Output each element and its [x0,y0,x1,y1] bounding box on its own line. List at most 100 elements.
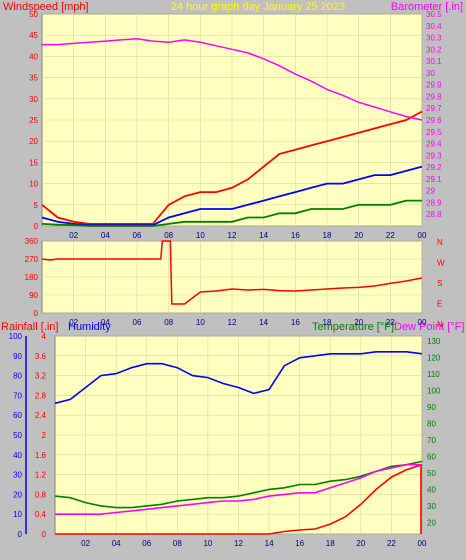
temperature-tick-label: 60 [427,452,436,461]
x-tick-label: 22 [386,231,395,240]
compass-label: N [437,238,443,247]
wind-tick-label: 40 [29,52,38,61]
rain-tick-label: 0 [42,530,47,539]
temperature-tick-label: 50 [427,469,436,478]
x-tick-label: 16 [295,539,304,548]
wind-tick-label: 30 [29,95,38,104]
chart-marks: 0510152025303540455028.828.92929.129.229… [9,10,445,548]
x-tick-label: 12 [228,231,237,240]
wind-tick-label: 50 [29,10,38,19]
humidity-axis-title: Humidity [68,321,111,333]
x-tick-label: 00 [418,318,427,327]
wind-tick-label: 45 [29,31,38,40]
wind-tick-label: 5 [34,201,39,210]
series-rain [55,463,423,535]
direction-tick-label: 0 [34,309,39,318]
humidity-tick-label: 80 [13,372,22,381]
x-tick-label: 16 [291,231,300,240]
wind-axis-title: Windspeed [mph] [3,1,89,13]
dewpoint-axis-title: Dew Point [°F] [394,321,464,333]
x-tick-label: 18 [323,318,332,327]
barometer-tick-label: 29.9 [426,81,442,90]
humidity-tick-label: 90 [13,352,22,361]
barometer-tick-label: 29.3 [426,151,442,160]
direction-tick-label: 360 [25,237,39,246]
barometer-tick-label: 30 [426,69,435,78]
x-tick-label: 12 [228,318,237,327]
humidity-tick-label: 0 [18,530,23,539]
temperature-tick-label: 80 [427,419,436,428]
humidity-tick-label: 70 [13,391,22,400]
direction-tick-label: 270 [25,255,39,264]
wind-tick-label: 25 [29,116,38,125]
rain-tick-label: 2.4 [35,411,47,420]
humidity-tick-label: 30 [13,471,22,480]
x-tick-label: 12 [234,539,243,548]
barometer-tick-label: 30.1 [426,57,442,66]
graph-title: 24 hour graph day January 25 2023 [171,1,345,13]
wind-tick-label: 10 [29,180,38,189]
x-tick-label: 10 [203,539,212,548]
barometer-tick-label: 29.6 [426,116,442,125]
barometer-tick-label: 28.8 [426,210,442,219]
x-tick-label: 14 [259,318,268,327]
x-tick-label: 06 [133,318,142,327]
temperature-tick-label: 40 [427,485,436,494]
x-tick-label: 00 [418,231,427,240]
barometer-tick-label: 28.9 [426,198,442,207]
rain-tick-label: 2 [42,431,47,440]
rain-tick-label: 2.8 [35,391,47,400]
temperature-axis-title: Temperature [°F] [312,321,394,333]
temperature-tick-label: 120 [427,353,441,362]
direction-tick-label: 90 [29,291,38,300]
barometer-axis-title: Barometer [.in] [391,1,463,13]
temperature-tick-label: 70 [427,436,436,445]
compass-label: N [437,320,443,329]
x-tick-label: 00 [418,539,427,548]
x-tick-label: 10 [196,318,205,327]
barometer-tick-label: 29.2 [426,163,442,172]
series-direction [41,240,423,305]
x-tick-label: 10 [196,231,205,240]
x-tick-label: 08 [164,318,173,327]
wind-tick-label: 0 [34,222,39,231]
direction-tick-label: 180 [25,273,39,282]
temperature-tick-label: 20 [427,518,436,527]
x-tick-label: 18 [326,539,335,548]
x-tick-label: 08 [173,539,182,548]
rain-tick-label: 4 [42,332,47,341]
x-tick-label: 04 [112,539,121,548]
x-tick-label: 20 [354,231,363,240]
rain-tick-label: 1.6 [35,451,47,460]
rain-tick-label: 3.2 [35,372,47,381]
compass-label: S [437,279,442,288]
temperature-tick-label: 100 [427,386,441,395]
humidity-tick-label: 60 [13,411,22,420]
humidity-tick-label: 10 [13,510,22,519]
barometer-tick-label: 29.8 [426,92,442,101]
wind-tick-label: 35 [29,74,38,83]
barometer-tick-label: 30.5 [426,10,442,19]
series-dewpoint [55,463,422,516]
x-tick-label: 02 [69,231,78,240]
x-tick-label: 20 [356,539,365,548]
barometer-tick-label: 29.1 [426,175,442,184]
x-tick-label: 06 [142,539,151,548]
barometer-tick-label: 29 [426,187,435,196]
x-tick-label: 14 [265,539,274,548]
humidity-tick-label: 20 [13,490,22,499]
barometer-tick-label: 29.7 [426,104,442,113]
x-tick-label: 06 [133,231,142,240]
x-tick-label: 02 [81,539,90,548]
series-gust [41,110,423,225]
wind-tick-label: 20 [29,137,38,146]
x-tick-label: 16 [291,318,300,327]
rain-tick-label: 0.4 [35,510,47,519]
temperature-tick-label: 110 [427,370,440,379]
series-min [41,199,422,227]
x-tick-label: 04 [101,318,110,327]
barometer-tick-label: 30.2 [426,45,442,54]
barometer-tick-label: 29.5 [426,128,442,137]
